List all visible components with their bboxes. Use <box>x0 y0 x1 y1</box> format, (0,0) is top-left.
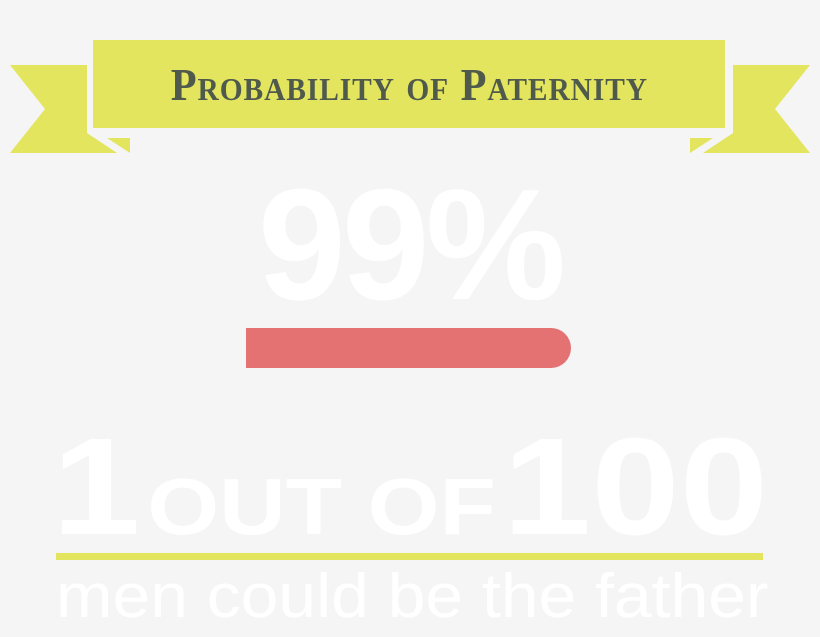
odds-text: 1out of100 <box>52 410 769 564</box>
probability-bar <box>246 328 574 368</box>
odds-middle: out of <box>147 462 496 551</box>
odds-count: 1 <box>52 410 141 564</box>
ribbon-left-fold <box>107 138 130 153</box>
probability-bar-fill <box>246 328 571 368</box>
banner: Probability of Paternity <box>93 40 725 128</box>
subtitle: men could be the father <box>56 562 769 631</box>
ribbon-center <box>93 40 725 128</box>
odds-total: 100 <box>502 410 769 564</box>
ribbon-right-tail <box>703 65 810 153</box>
ribbon-left-tail <box>10 65 117 153</box>
divider-line <box>56 553 763 560</box>
banner-title: Probability of Paternity <box>170 58 648 110</box>
ribbon-right-fold <box>690 138 713 153</box>
ribbon-banner-shape <box>10 40 810 153</box>
probability-percent: 99% <box>257 157 566 333</box>
